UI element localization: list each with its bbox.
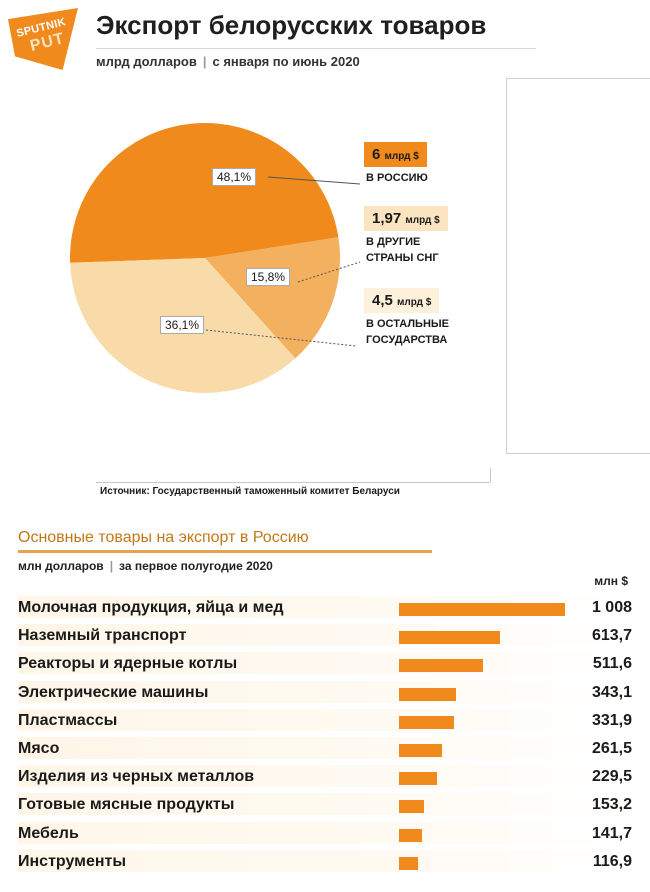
bar-row: Мебель 141,7: [0, 819, 650, 847]
subtitle-separator: |: [202, 54, 207, 69]
bar-row-band: [18, 708, 630, 731]
blank-panel: [506, 78, 650, 454]
title-divider: [96, 48, 536, 49]
bar-category-label: Электрические машины: [18, 683, 209, 701]
bar: [399, 772, 437, 786]
bar-row-band: [18, 821, 630, 844]
bar-row: Готовые мясные продукты 153,2: [0, 790, 650, 818]
bar-category-label: Наземный транспорт: [18, 627, 187, 645]
subtitle-period: с января по июнь 2020: [212, 54, 360, 69]
bar-row: Изделия из черных металлов 229,5: [0, 762, 650, 790]
bar-value-label: 343,1: [591, 683, 632, 701]
pie-leader-line: [297, 261, 361, 283]
bar-value-label: 331,9: [591, 711, 632, 729]
bar-category-label: Молочная продукция, яйца и мед: [18, 599, 284, 616]
subtitle-separator: |: [109, 559, 114, 573]
bar-chart-unit: млн долларов: [18, 559, 104, 573]
bar-value-label: 141,7: [591, 824, 632, 842]
legend-amount-unit: млрд $: [405, 215, 440, 226]
bar-chart-subtitle: млн долларов | за первое полугодие 2020: [18, 559, 273, 573]
subtitle-unit: млрд долларов: [96, 54, 197, 69]
source-divider: [96, 482, 490, 483]
legend-amount-unit: млрд $: [397, 297, 432, 308]
bar-chart-title: Основные товары на экспорт в Россию: [18, 529, 309, 546]
bar-row: Электрические машины 343,1: [0, 678, 650, 706]
bar-category-label: Мясо: [18, 740, 60, 757]
pie-label-other: 36,1%: [160, 316, 205, 334]
bar-value-label: 261,5: [591, 740, 632, 757]
bar-chart-title-underline: [18, 550, 432, 553]
bar: [399, 603, 565, 616]
bar-category-label: Мебель: [18, 824, 79, 842]
page-subtitle: млрд долларов | с января по июнь 2020: [96, 54, 360, 69]
legend-label-line: В ДРУГИЕ: [366, 236, 421, 248]
legend-amount-unit: млрд $: [384, 151, 419, 162]
source-divider-vertical: [490, 468, 491, 482]
bar: [399, 744, 443, 757]
bar-row-band: [18, 680, 630, 703]
pie-slice-cis: [205, 237, 340, 359]
bar-row: Инструменты 116,9: [0, 847, 650, 875]
bar-value-label: 229,5: [591, 768, 632, 786]
bar-row-band: [18, 765, 630, 788]
bar-row: Наземный транспорт 613,7: [0, 621, 650, 649]
source-note: Источник: Государственный таможенный ком…: [100, 486, 400, 497]
legend-amount: 6: [372, 146, 381, 163]
page-title: Экспорт белорусских товаров: [96, 10, 487, 40]
legend-label-russia: В РОССИЮ: [366, 172, 428, 184]
bar: [399, 828, 423, 842]
bar-row: Реакторы и ядерные котлы 511,6: [0, 649, 650, 677]
legend-label-cis: В ДРУГИЕ СТРАНЫ СНГ: [366, 234, 439, 266]
bar-value-label: 511,6: [592, 655, 632, 673]
bar-category-label: Готовые мясные продукты: [18, 796, 235, 814]
legend-label-line: В ОСТАЛЬНЫЕ: [366, 318, 450, 330]
legend-amount: 1,97: [372, 210, 402, 227]
bar-row-band: [18, 849, 630, 872]
bar-category-label: Реакторы и ядерные котлы: [18, 655, 238, 673]
pie-label-cis: 15,8%: [246, 268, 291, 286]
bar-category-label: Инструменты: [18, 852, 127, 870]
bar-row: Мясо 261,5: [0, 734, 650, 762]
bar-row-band: [18, 737, 630, 759]
legend-value-cis: 1,97 млрд $: [364, 206, 448, 231]
pie-slice-russia: [69, 122, 339, 263]
bar-chart-period: за первое полугодие 2020: [119, 559, 273, 573]
legend-value-other: 4,5 млрд $: [364, 288, 440, 313]
bar: [399, 800, 425, 814]
legend-amount: 4,5: [372, 292, 393, 309]
bar-row-band: [18, 793, 630, 816]
bar-value-label: 116,9: [592, 852, 632, 870]
bar-category-label: Изделия из черных металлов: [18, 768, 255, 786]
bar-row: Пластмассы 331,9: [0, 706, 650, 734]
pie-leader-line: [267, 176, 361, 185]
bar-row: Молочная продукция, яйца и мед 1 008: [0, 593, 650, 621]
bar: [399, 687, 456, 701]
bar-value-label: 1 008: [591, 599, 632, 616]
export-pie-chart: [69, 122, 361, 393]
bar-value-label: 613,7: [591, 627, 632, 645]
bar-chart-unit-label: млн $: [594, 574, 628, 588]
pie-leader-line: [205, 329, 357, 347]
pie-label-russia: 48,1%: [212, 168, 257, 186]
bar-value-label: 153,2: [591, 796, 632, 814]
legend-label-line: ГОСУДАРСТВА: [366, 334, 448, 346]
bar-category-label: Пластмассы: [18, 711, 118, 729]
bar: [399, 659, 484, 673]
legend-label-line: СТРАНЫ СНГ: [366, 252, 439, 264]
bar: [399, 715, 454, 729]
legend-value-russia: 6 млрд $: [364, 142, 427, 167]
bar: [399, 856, 419, 870]
bar: [399, 631, 501, 645]
legend-label-other: В ОСТАЛЬНЫЕ ГОСУДАРСТВА: [366, 316, 449, 348]
